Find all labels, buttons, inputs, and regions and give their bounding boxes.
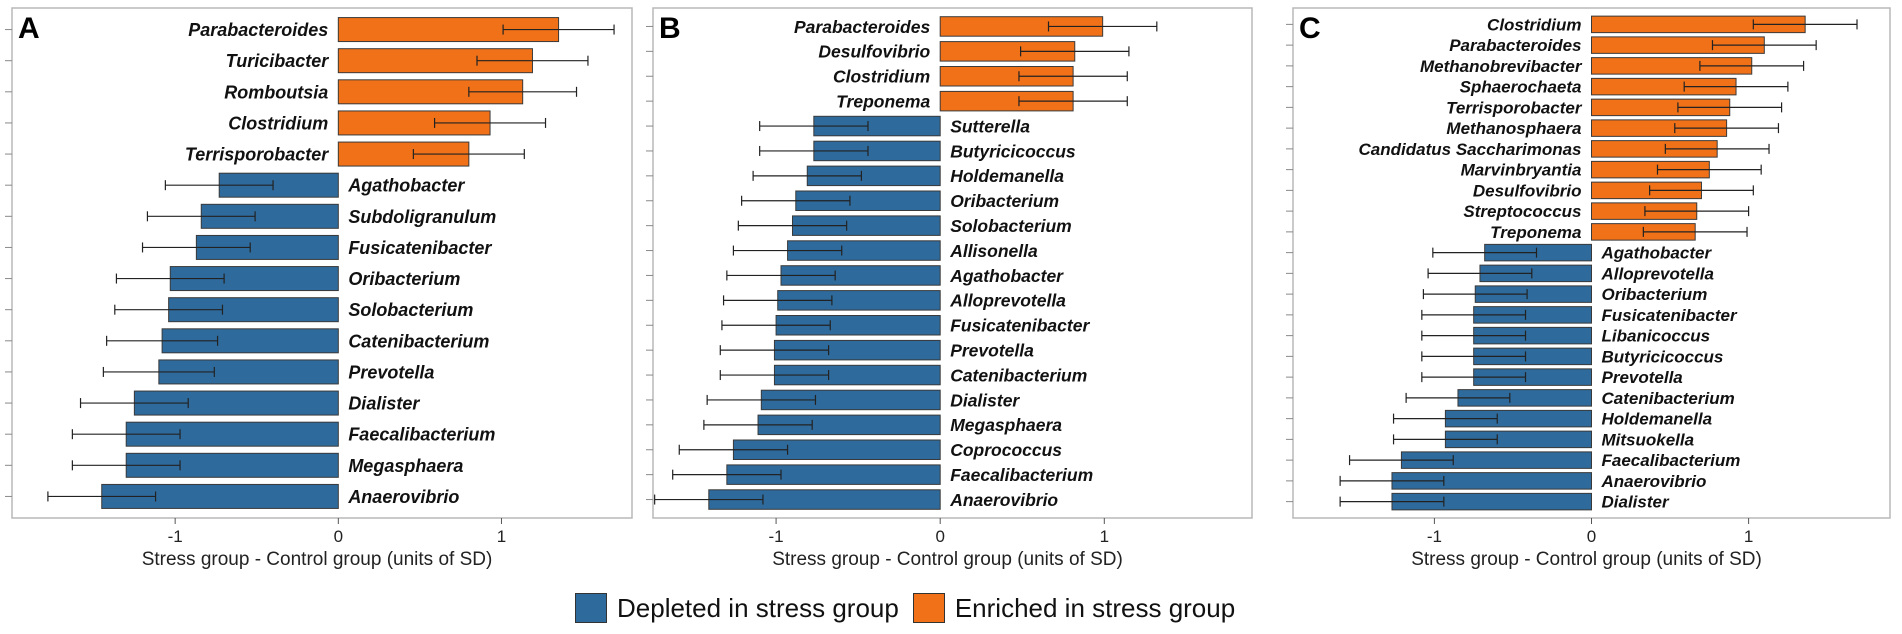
- panel-c-bar-label: Fusicatenibacter: [1602, 306, 1738, 325]
- panel-c-bar-label: Holdemanella: [1602, 410, 1713, 429]
- panel-c-bar-label: Butyricicoccus: [1602, 347, 1724, 366]
- panel-a-bar-label: Prevotella: [348, 362, 434, 382]
- panel-a-bar-label: Turicibacter: [226, 51, 330, 71]
- panel-a-bar-label: Terrisporobacter: [185, 145, 329, 165]
- panel-b-label: B: [659, 12, 681, 45]
- panel-c-bar-label: Sphaerochaeta: [1460, 78, 1582, 97]
- panel-a-bar-label: Agathobacter: [347, 176, 465, 196]
- panel-b-xlabel: Stress group - Control group (units of S…: [772, 549, 1123, 570]
- panel-a-bar-label: Dialister: [348, 394, 420, 414]
- panel-c-bar-label: Catenibacterium: [1602, 389, 1735, 408]
- panel-c-bar-label: Streptococcus: [1463, 202, 1581, 221]
- panel-c-bar-label: Terrisporobacter: [1446, 98, 1583, 117]
- panel-b-bar-label: Fusicatenibacter: [950, 316, 1090, 336]
- panel-b-bar-label: Alloprevotella: [949, 291, 1066, 311]
- panel-a-xtick-label: 0: [334, 527, 343, 546]
- panel-c-bar-label: Anaerovibrio: [1601, 472, 1707, 491]
- panel-b-bar-label: Prevotella: [950, 340, 1034, 360]
- panel-c-bar-label: Methanosphaera: [1446, 119, 1581, 138]
- panel-a-bar-label: Catenibacterium: [348, 331, 489, 351]
- panel-a-bar-label: Clostridium: [228, 113, 328, 133]
- panel-a-xtick-label: 1: [497, 527, 506, 546]
- panel-c-xtick-label: 0: [1587, 527, 1596, 546]
- panel-b-bar-label: Catenibacterium: [950, 365, 1087, 385]
- legend-swatch-enriched: [912, 593, 945, 623]
- panel-c-bar-label: Oribacterium: [1602, 285, 1708, 304]
- panel-c-bar-label: Agathobacter: [1601, 244, 1713, 263]
- legend-swatch-depleted: [575, 593, 607, 623]
- panel-b-bar-label: Desulfovibrio: [818, 42, 930, 62]
- panel-b-bar-label: Clostridium: [833, 67, 930, 87]
- panel-c-bar-label: Candidatus Saccharimonas: [1359, 140, 1582, 159]
- panel-a-bar-label: Faecalibacterium: [348, 425, 495, 445]
- panel-c-xtick-label: 1: [1744, 527, 1753, 546]
- panel-c-bar-label: Methanobrevibacter: [1420, 57, 1583, 76]
- panel-c-bar-label: Alloprevotella: [1601, 264, 1714, 283]
- panel-b-bar-label: Coprococcus: [950, 440, 1062, 460]
- panel-a-bar-label: Subdoligranulum: [348, 207, 496, 227]
- panel-b-bar-label: Treponema: [836, 91, 930, 111]
- panel-a-bar-label: Romboutsia: [224, 82, 328, 102]
- panel-c-bar-label: Dialister: [1602, 493, 1670, 512]
- legend-item-depleted: Depleted in stress group: [575, 593, 899, 624]
- panel-b-bar-label: Dialister: [950, 390, 1020, 410]
- panel-c-bar-label: Parabacteroides: [1449, 36, 1581, 55]
- panel-b-xtick-label: 1: [1100, 527, 1109, 546]
- panel-a-bar-label: Solobacterium: [348, 300, 473, 320]
- panel-c-bar-label: Desulfovibrio: [1473, 181, 1582, 200]
- panel-c-bar-label: Marvinbryantia: [1461, 161, 1582, 180]
- panel-a-xtick-label: -1: [168, 527, 183, 546]
- panel-b-bar-label: Oribacterium: [950, 191, 1059, 211]
- panel-b-bar-label: Anaerovibrio: [949, 490, 1058, 510]
- panel-b-bar-label: Agathobacter: [949, 266, 1064, 286]
- panel-c-bar-label: Prevotella: [1602, 368, 1683, 387]
- panel-c-xtick-label: -1: [1427, 527, 1442, 546]
- panel-b-xtick-label: 0: [935, 527, 944, 546]
- panel-a-bar-label: Oribacterium: [348, 269, 460, 289]
- panel-a-xlabel: Stress group - Control group (units of S…: [142, 549, 493, 570]
- legend-label-enriched: Enriched in stress group: [954, 592, 1236, 623]
- panel-b-bar-label: Sutterella: [950, 116, 1030, 136]
- legend-label-depleted: Depleted in stress group: [617, 592, 899, 623]
- panel-b-bar-label: Butyricicoccus: [950, 141, 1076, 161]
- panel-c-bar-label: Clostridium: [1487, 15, 1581, 34]
- panel-a-bar-label: Parabacteroides: [188, 20, 328, 40]
- panel-b-bar-label: Solobacterium: [950, 216, 1072, 236]
- panel-a-bar-label: Fusicatenibacter: [348, 238, 492, 258]
- panel-b-bar-label: Holdemanella: [950, 166, 1064, 186]
- panel-c-label: C: [1299, 12, 1321, 45]
- legend: Depleted in stress group Enriched in str…: [575, 588, 1249, 628]
- legend-item-enriched: Enriched in stress group: [912, 592, 1236, 624]
- panel-a-label: A: [18, 12, 40, 45]
- panel-b-bar-label: Allisonella: [949, 241, 1038, 261]
- panel-c-bar-label: Treponema: [1490, 223, 1581, 242]
- panel-c-bar-label: Mitsuokella: [1602, 430, 1695, 449]
- panel-b-bar-label: Megasphaera: [950, 415, 1062, 435]
- panel-b-bar-label: Faecalibacterium: [950, 465, 1093, 485]
- panel-b-bar-label: Parabacteroides: [794, 17, 930, 37]
- panel-c-bar-label: Libanicoccus: [1602, 327, 1711, 346]
- panel-a-bar-label: Anaerovibrio: [347, 487, 459, 507]
- panel-c-bar-label: Faecalibacterium: [1602, 451, 1741, 470]
- panel-c-xlabel: Stress group - Control group (units of S…: [1411, 549, 1762, 570]
- panel-b-xtick-label: -1: [769, 527, 784, 546]
- panel-a-bar-label: Megasphaera: [348, 456, 463, 476]
